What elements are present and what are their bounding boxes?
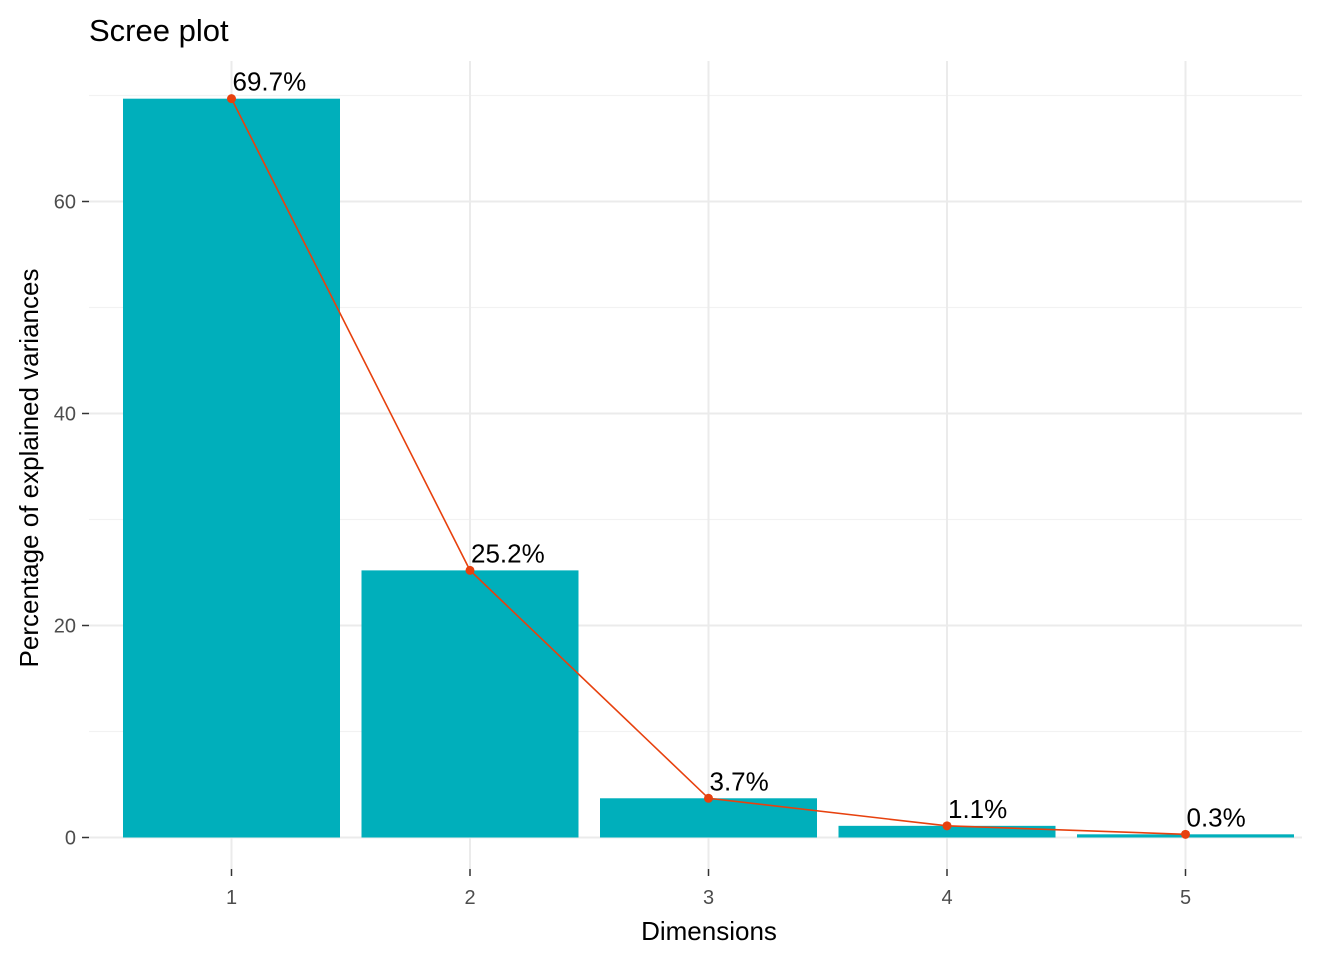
y-tick-label-1: 20 bbox=[54, 616, 76, 638]
point-4 bbox=[942, 821, 952, 831]
data-labels: 69.7% 25.2% 3.7% 1.1% 0.3% bbox=[233, 67, 1246, 833]
bar-3 bbox=[600, 798, 817, 838]
x-tick-label-1: 1 bbox=[226, 887, 237, 909]
x-tick-label-3: 3 bbox=[703, 887, 714, 909]
bar-1 bbox=[123, 98, 340, 838]
point-5 bbox=[1181, 829, 1190, 839]
bar-2 bbox=[361, 570, 579, 838]
data-label-3: 3.7% bbox=[710, 766, 769, 796]
x-tick-label-5: 5 bbox=[1180, 887, 1191, 909]
y-tick-label-2: 40 bbox=[54, 404, 76, 426]
y-axis-title: Percentage of explained variances bbox=[14, 269, 44, 668]
y-tick-label-0: 0 bbox=[65, 828, 76, 850]
x-tick-label-2: 2 bbox=[464, 887, 475, 909]
data-label-4: 1.1% bbox=[948, 794, 1007, 824]
point-1 bbox=[227, 94, 236, 104]
data-label-1: 69.7% bbox=[233, 67, 307, 97]
chart-title: Scree plot bbox=[89, 13, 229, 48]
data-label-5: 0.3% bbox=[1187, 802, 1246, 832]
bar-4 bbox=[838, 825, 1056, 838]
y-axis: 0 20 40 60 bbox=[54, 192, 89, 850]
point-3 bbox=[704, 793, 713, 803]
x-axis-title: Dimensions bbox=[641, 916, 777, 946]
x-tick-label-4: 4 bbox=[941, 887, 952, 909]
y-tick-label-3: 60 bbox=[54, 192, 76, 214]
data-label-2: 25.2% bbox=[471, 538, 545, 568]
trend-points bbox=[227, 94, 1190, 839]
bars bbox=[123, 98, 1294, 838]
point-2 bbox=[465, 565, 475, 575]
x-axis: 1 2 3 4 5 bbox=[226, 869, 1191, 909]
